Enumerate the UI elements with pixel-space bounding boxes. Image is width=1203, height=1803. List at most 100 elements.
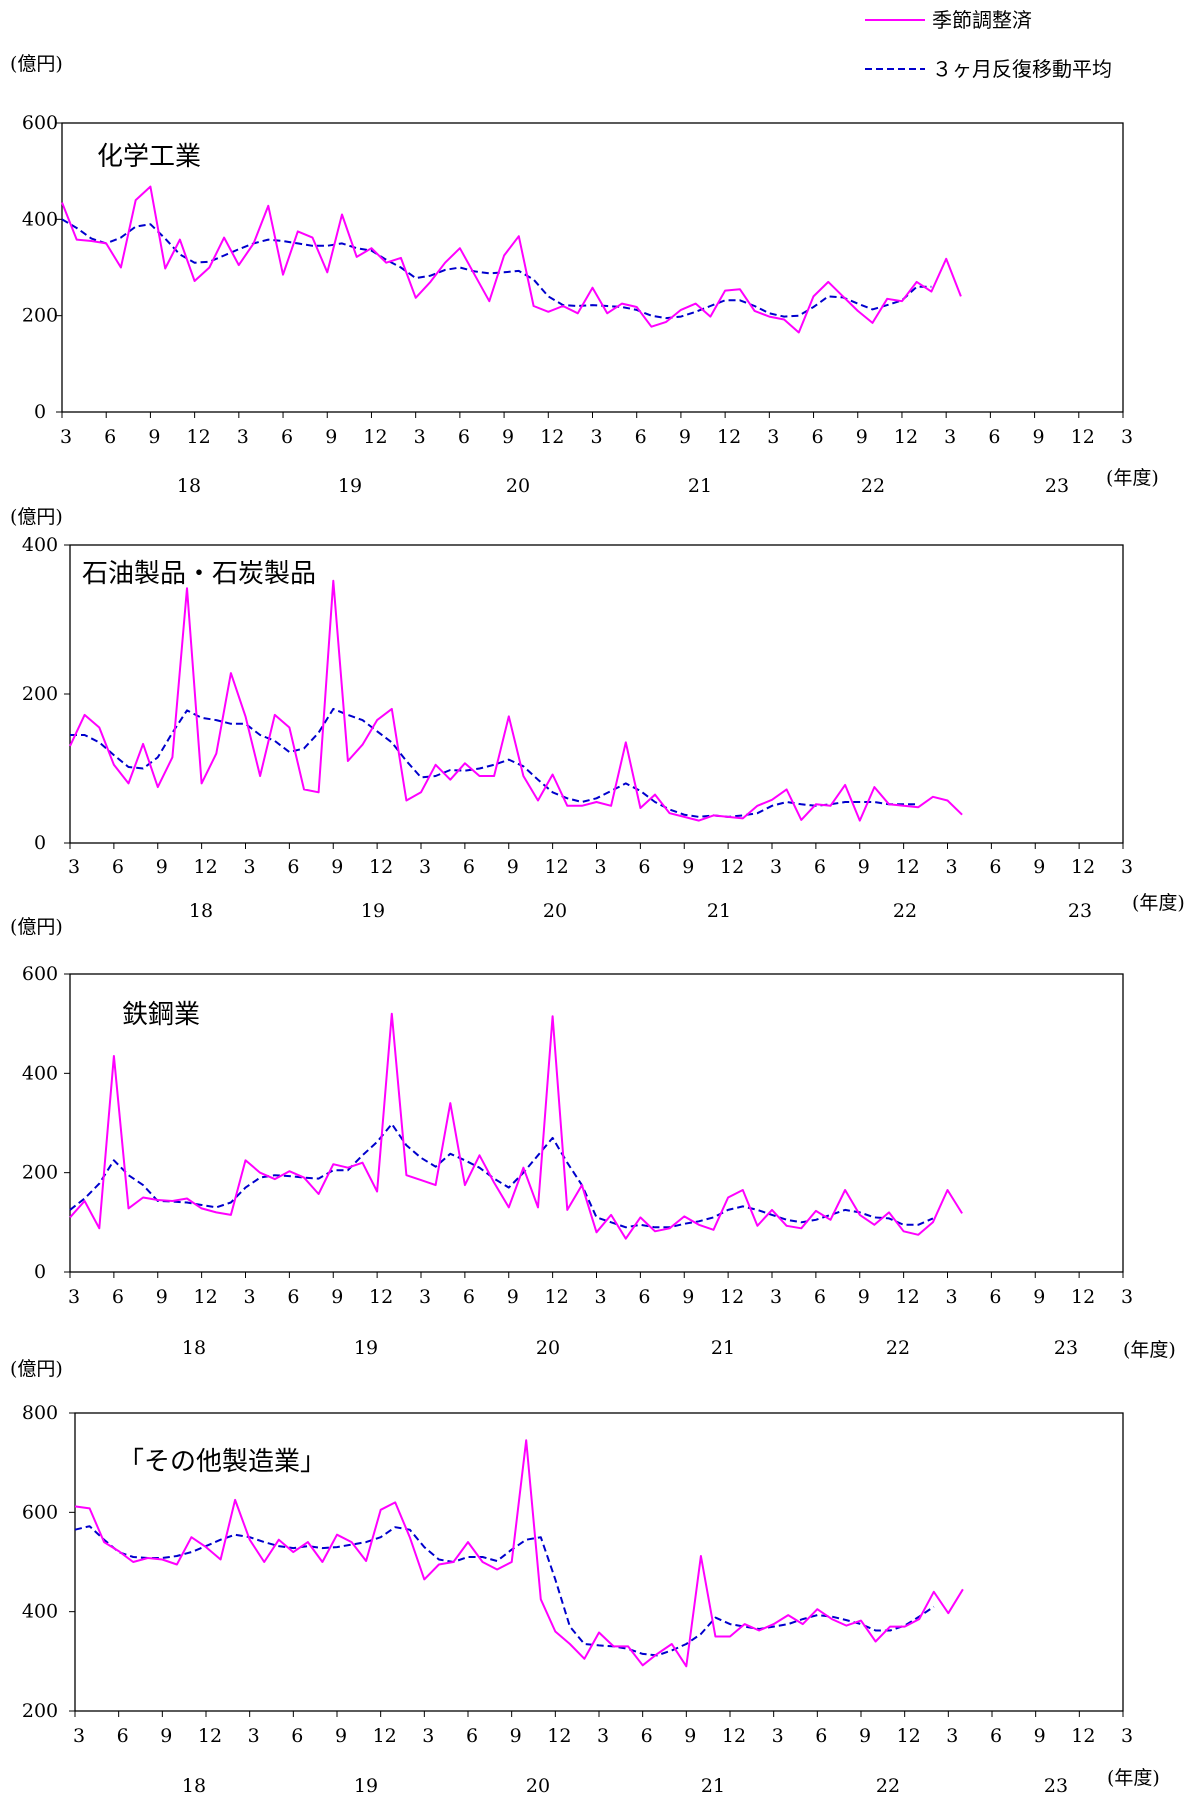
x-tick-label: 3 [60,426,72,448]
x-tick-label: 9 [507,1286,519,1308]
x-tick-label: 12 [896,1286,920,1308]
x-tick-label: 12 [545,1286,569,1308]
x-tick-label: 3 [422,1725,434,1747]
x-tick-label: 9 [156,1286,168,1308]
fiscal-year-label: 22 [876,1775,900,1797]
legend: 季節調整済 ３ヶ月反復移動平均 [865,8,1112,81]
fiscal-year-label: 20 [526,1775,550,1797]
x-tick-label: 12 [720,856,744,878]
series-moving-average-line [74,1525,935,1657]
x-tick-label: 3 [594,856,606,878]
x-tick-label: 6 [281,426,293,448]
x-tick-label: 3 [419,856,431,878]
x-tick-label: 3 [770,856,782,878]
x-tick-label: 6 [104,426,116,448]
x-tick-label: 3 [767,426,779,448]
x-tick-label: 6 [291,1725,303,1747]
y-tick-label: 200 [22,1162,58,1184]
x-tick-label: 3 [590,426,602,448]
x-tick-label: 3 [414,426,426,448]
x-tick-label: 3 [1121,1725,1133,1747]
fiscal-year-label: 21 [688,475,712,497]
x-tick-label: 3 [772,1725,784,1747]
x-tick-label: 3 [597,1725,609,1747]
fiscal-year-label: 20 [536,1337,560,1359]
x-tick-label: 12 [194,856,218,878]
series-seasonal-line [69,1012,963,1240]
x-tick-label: 12 [363,426,387,448]
x-tick-label: 12 [894,426,918,448]
x-tick-label: 9 [502,426,514,448]
panel-petroleum-coal: (億円) 石油製品・石炭製品 (年度) [10,506,1185,914]
y-tick-label: 200 [22,683,58,705]
series-moving-average-line [69,1123,934,1229]
panel-title: 「その他製造業」 [118,1447,326,1477]
x-tick-label: 6 [112,856,124,878]
fiscal-year-label: 22 [861,475,885,497]
panel-chemical: (億円) 化学工業 (年度) [10,53,1159,489]
y-tick-label: 800 [22,1402,58,1424]
x-tick-label: 6 [988,426,1000,448]
fiscal-year-axis-label: (年度) [1106,467,1159,489]
fiscal-year-label: 23 [1045,475,1069,497]
fiscal-year-label: 23 [1044,1775,1068,1797]
x-tick-label: 9 [510,1725,522,1747]
x-tick-label: 12 [369,856,393,878]
x-tick-label: 6 [815,1725,827,1747]
series-seasonal-line [74,1439,964,1668]
fiscal-year-axis-label: (年度) [1123,1339,1176,1361]
y-tick-label: 600 [22,963,58,985]
x-tick-label: 9 [856,426,868,448]
panel-title: 鉄鋼業 [122,1000,200,1030]
fiscal-year-label: 22 [886,1337,910,1359]
x-tick-label: 12 [896,856,920,878]
x-tick-label: 3 [243,856,255,878]
fiscal-year-label: 18 [182,1337,206,1359]
series-seasonal-line [61,185,962,334]
x-tick-label: 6 [458,426,470,448]
fiscal-year-label: 23 [1068,900,1092,922]
y-tick-label: 600 [22,112,58,134]
panel-title: 化学工業 [97,142,201,172]
fiscal-year-label: 18 [177,475,201,497]
x-tick-label: 9 [1033,856,1045,878]
fiscal-year-label: 20 [506,475,530,497]
x-tick-label: 3 [68,856,80,878]
fiscal-year-label: 19 [354,1337,378,1359]
x-tick-label: 9 [325,426,337,448]
x-tick-label: 3 [243,1286,255,1308]
x-tick-label: 9 [1033,426,1045,448]
x-tick-label: 6 [287,1286,299,1308]
fiscal-year-label: 21 [701,1775,725,1797]
unit-label: (億円) [10,53,63,75]
x-tick-label: 9 [858,856,870,878]
x-tick-label: 9 [682,856,694,878]
x-tick-label: 6 [811,426,823,448]
x-tick-label: 3 [945,1286,957,1308]
fiscal-year-label: 19 [361,900,385,922]
x-tick-label: 12 [722,1725,746,1747]
unit-label: (億円) [10,506,63,528]
x-tick-label: 9 [160,1725,172,1747]
x-tick-label: 9 [331,1286,343,1308]
y-tick-label: 400 [22,1601,58,1623]
x-tick-label: 3 [248,1725,260,1747]
x-tick-label: 6 [112,1286,124,1308]
y-tick-label: 600 [22,1501,58,1523]
x-tick-label: 9 [684,1725,696,1747]
y-tick-label: 400 [22,534,58,556]
x-tick-label: 3 [73,1725,85,1747]
unit-label: (億円) [10,1358,63,1380]
y-tick-label: 0 [34,1261,46,1283]
x-tick-label: 12 [373,1725,397,1747]
chart-3: 200 400 600 800 3 6 9 12 3 6 9 12 3 6 9 12 3 6 9 12 3 6 9 12 3 6 9… [22,1402,1133,1797]
x-tick-label: 9 [682,1286,694,1308]
fiscal-year-label: 20 [543,900,567,922]
x-tick-label: 3 [770,1286,782,1308]
x-tick-label: 6 [989,1286,1001,1308]
x-tick-label: 9 [1033,1286,1045,1308]
x-tick-label: 3 [1121,856,1133,878]
x-tick-label: 12 [717,426,741,448]
x-tick-label: 3 [1121,1286,1133,1308]
